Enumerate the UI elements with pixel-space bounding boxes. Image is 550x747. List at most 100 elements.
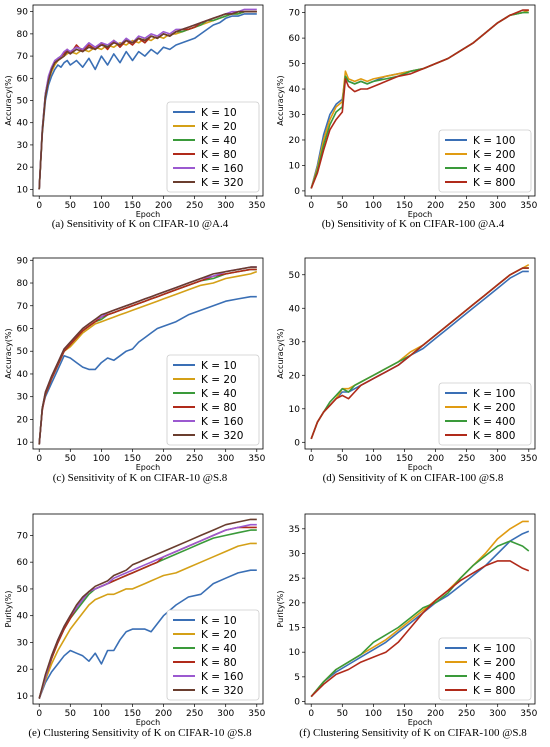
panel-d-xtick-label: 300 [489, 454, 506, 464]
panel-f-ytick-label: 35 [289, 525, 300, 535]
panel-c-legend-box [166, 354, 260, 446]
panel-b-legend-label-3: K = 400 [473, 163, 515, 175]
panel-c-xtick-label: 200 [155, 454, 172, 464]
panel-b-ytick-label: 70 [289, 9, 301, 19]
panel-e-series-line-2 [38, 542, 257, 699]
panel-d-x-axis-label: Epoch [408, 463, 433, 472]
panel-e-xtick-label: 50 [65, 709, 77, 719]
panel-b-xtick-label: 350 [520, 201, 537, 211]
panel-b-chart: 0 50 100 150 200 250 300 350 0 10 20 30 40 50 60 70 Epoc… [276, 4, 538, 219]
panel-a-xtick-label: 0 [36, 201, 42, 211]
panel-a-xtick-label: 100 [93, 201, 110, 211]
panel-c-legend-label-3: K = 40 [201, 388, 237, 400]
panel-b-ytick-label: 30 [289, 111, 301, 121]
panel-c-xtick-label: 350 [248, 454, 265, 464]
panel-d-xtick-label: 100 [365, 454, 382, 464]
caption-c: (c) Sensitivity of K on CIFAR-10 @S.8 [52, 472, 228, 484]
panel-f-legend-label-4: K = 800 [473, 685, 515, 697]
panel-a-y-axis-label: Accuracy(%) [4, 75, 13, 125]
panel-c-ytick-label: 30 [17, 393, 29, 403]
panel-c-ytick-label: 10 [17, 438, 29, 448]
panel-e-ytick-label: 20 [17, 665, 29, 675]
panel-a-xtick-label: 200 [155, 201, 172, 211]
panel-c-legend-label-4: K = 80 [201, 402, 237, 414]
panel-f-xtick-label: 150 [396, 709, 413, 719]
panel-d-chart: 0 50 100 150 200 250 300 350 0 10 20 30 40 50 Epoch Acc… [276, 257, 538, 472]
panel-d-ytick-label: 40 [289, 304, 301, 314]
panel-e-ytick-label: 40 [17, 612, 29, 622]
panel-f-legend-label-3: K = 400 [473, 671, 515, 683]
panel-e-ytick-label: 30 [17, 638, 29, 648]
panel-d-xtick-label: 0 [308, 454, 314, 464]
panel-e-y-axis-label: Purity(%) [4, 591, 13, 628]
panel-e-xtick-label: 200 [155, 709, 172, 719]
panel-e-ytick-label: 70 [17, 531, 29, 541]
panel-b-xtick-label: 250 [458, 201, 475, 211]
panel-d-xtick-label: 150 [396, 454, 413, 464]
panel-f-legend-label-2: K = 200 [473, 657, 515, 669]
panel-f-legend-label-1: K = 100 [473, 643, 515, 655]
panel-d-xtick-label: 350 [520, 454, 537, 464]
panel-b-ytick-label: 50 [289, 60, 301, 70]
panel-f-legend-box [438, 637, 532, 701]
panel-e-xtick-label: 350 [248, 709, 265, 719]
panel-a-legend-label-2: K = 20 [201, 121, 237, 133]
panel-b-xtick-label: 200 [427, 201, 444, 211]
panel-c-ytick-label: 80 [17, 279, 29, 289]
panel-b-x-axis-label: Epoch [408, 210, 433, 219]
panel-e-legend-label-2: K = 20 [201, 629, 237, 641]
panel-f-ytick-label: 25 [289, 574, 300, 584]
panel-a-ytick-label: 30 [17, 141, 29, 151]
panel-a-legend-label-6: K = 320 [201, 177, 243, 189]
caption-e: (e) Clustering Sensitivity of K on CIFAR… [28, 727, 252, 739]
panel-b-ytick-label: 20 [289, 136, 301, 146]
panel-e-legend-label-3: K = 40 [201, 643, 237, 655]
panel-c-y-axis-label: Accuracy(%) [4, 328, 13, 378]
panel-c-series-line-6 [38, 266, 257, 445]
panel-a-x-axis-label: Epoch [136, 210, 161, 219]
panel-e-series-line-6 [38, 518, 257, 699]
panel-b-y-axis-label: Accuracy(%) [276, 75, 285, 125]
panel-c-xtick-label: 250 [186, 454, 203, 464]
panel-a-ytick-label: 60 [17, 74, 29, 84]
panel-e-xtick-label: 300 [217, 709, 234, 719]
panel-c-chart: 0 50 100 150 200 250 300 350 10 20 30 40 50 60 70 80 90 E… [4, 256, 266, 472]
panel-a-series-line-1 [38, 13, 257, 190]
panel-c-ytick-label: 60 [17, 324, 29, 334]
panel-b-xtick-label: 50 [337, 201, 349, 211]
panel-b-xtick-label: 150 [396, 201, 413, 211]
panel-a-xtick-label: 250 [186, 201, 203, 211]
panel-e-xtick-label: 100 [93, 709, 110, 719]
panel-c-xtick-label: 50 [65, 454, 77, 464]
panel-f-ytick-label: 20 [289, 599, 301, 609]
panel-a-legend-label-1: K = 10 [201, 107, 237, 119]
caption-b: (b) Sensitivity of K on CIFAR-100 @A.4 [321, 218, 505, 230]
panel-d-y-axis-label: Accuracy(%) [276, 328, 285, 378]
panel-a-chart: 0 50 100 150 200 250 300 350 10 20 30 40 50 60 70 80 90 E… [4, 4, 266, 219]
panel-c-legend-label-6: K = 320 [201, 430, 243, 442]
panel-f-chart: 0 50 100 150 200 250 300 350 0 5 10 15 20 25 30 35 Epoch… [276, 513, 538, 727]
panel-d-legend-label-3: K = 400 [473, 416, 515, 428]
panel-c-xtick-label: 0 [36, 454, 42, 464]
panel-b-legend-label-1: K = 100 [473, 135, 515, 147]
caption-f: (f) Clustering Sensitivity of K on CIFAR… [299, 727, 527, 739]
panel-a-legend-label-4: K = 80 [201, 149, 237, 161]
panel-d-xtick-label: 50 [337, 454, 349, 464]
panel-c-legend-label-1: K = 10 [201, 360, 237, 372]
panel-e-legend-label-1: K = 10 [201, 615, 237, 627]
panel-d-ytick-label: 50 [289, 271, 301, 281]
panel-d-legend-label-1: K = 100 [473, 388, 515, 400]
panel-e-chart: 0 50 100 150 200 250 300 350 10 20 30 40 50 60 70 Epoch… [4, 513, 266, 727]
panel-a-xtick-label: 300 [217, 201, 234, 211]
panel-a-ytick-label: 70 [17, 52, 29, 62]
panel-f-ytick-label: 30 [289, 549, 301, 559]
panel-f-xtick-label: 0 [308, 709, 314, 719]
panel-b-ytick-label: 10 [289, 161, 301, 171]
panel-c-series-line-1 [38, 295, 257, 445]
panel-a-ytick-label: 50 [17, 97, 29, 107]
panel-e-ytick-label: 50 [17, 585, 29, 595]
panel-b-xtick-label: 100 [365, 201, 382, 211]
panel-a-xtick-label: 50 [65, 201, 77, 211]
panel-f-xtick-label: 50 [337, 709, 349, 719]
panel-f-xtick-label: 300 [489, 709, 506, 719]
